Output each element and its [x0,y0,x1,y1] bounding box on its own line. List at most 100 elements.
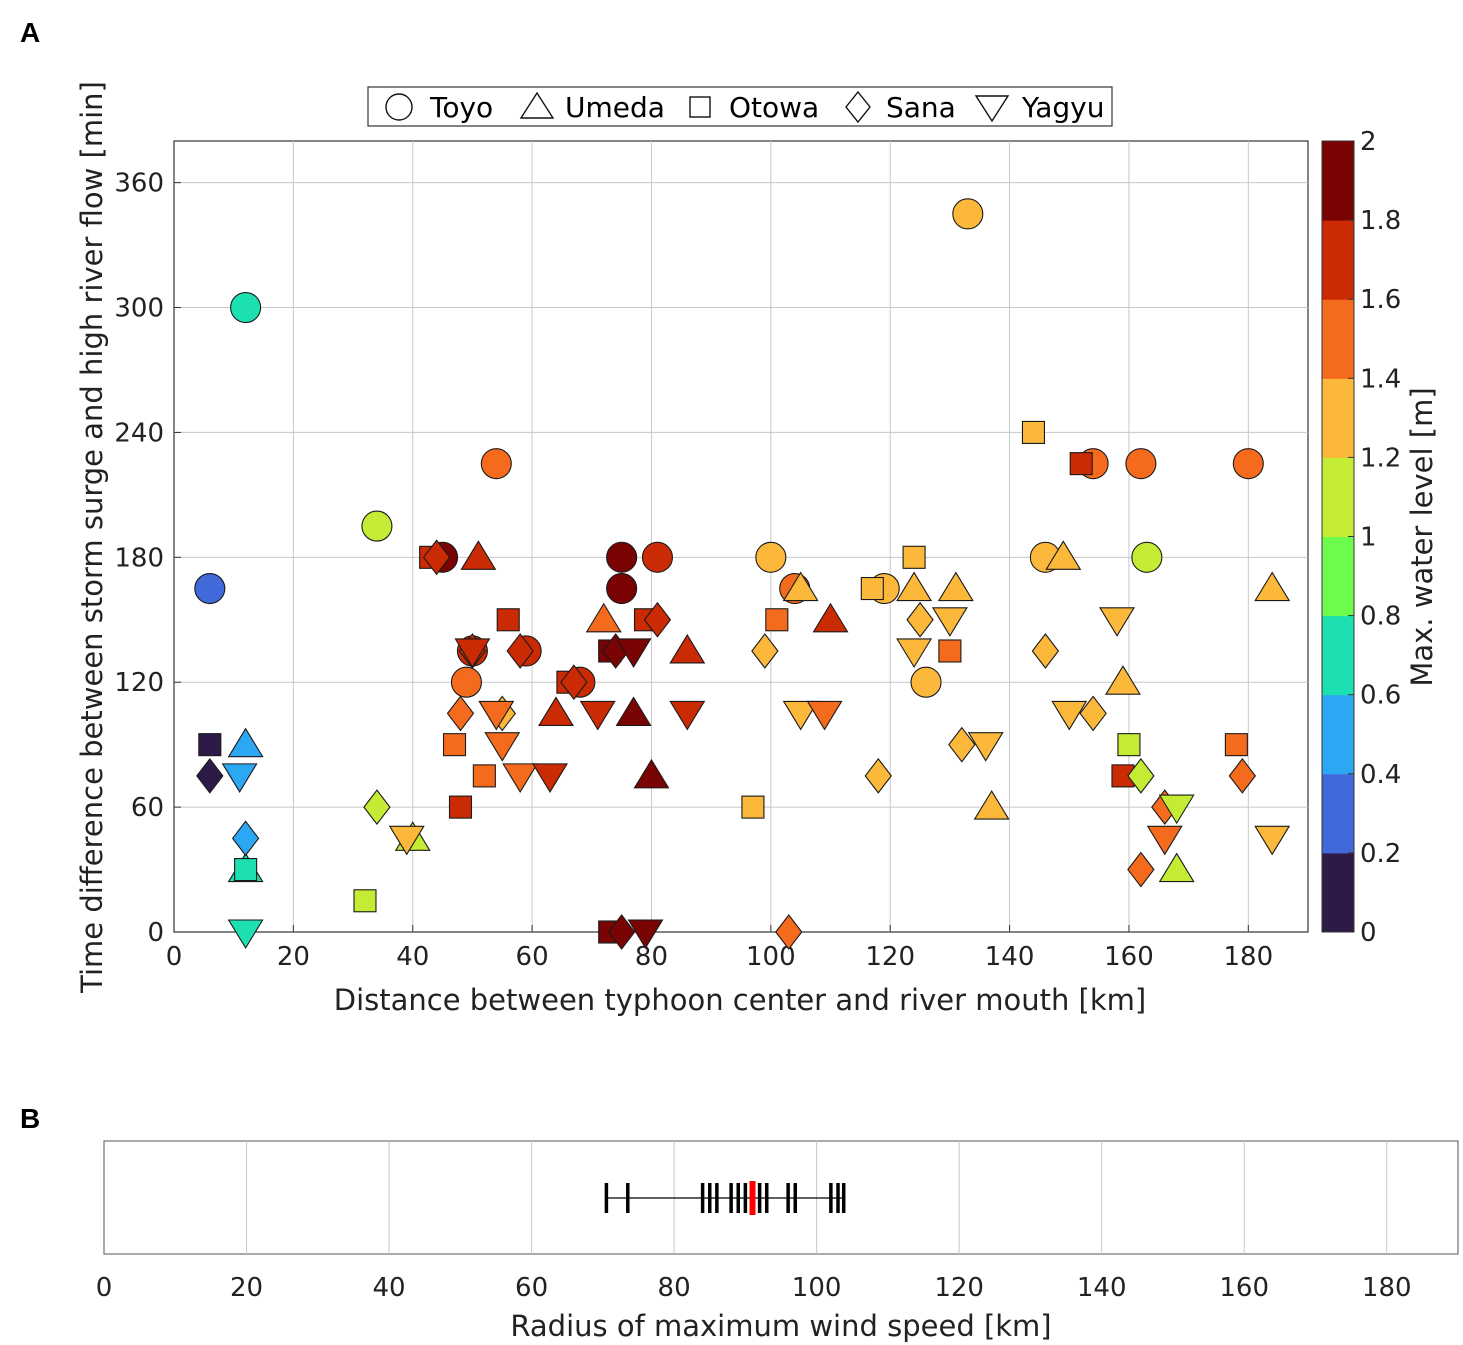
colorbar-swatch [1322,457,1354,537]
legend-item-sana: Sana [845,90,956,124]
point-otowa [1021,420,1046,444]
point-otowa [860,576,884,601]
colorbar-tick-label: 1 [1360,523,1377,553]
point-umeda [937,571,974,602]
x-tick-label: 160 [1104,942,1154,972]
x-tick-label-b: 160 [1219,1273,1269,1303]
y-tick-label: 0 [147,918,164,948]
colorbar-tick-label: 0 [1360,918,1377,948]
point-sana [643,601,672,638]
point-sana [1127,851,1155,888]
point-umeda [1158,852,1195,883]
point-sana [751,633,779,669]
point-otowa [1117,733,1141,757]
point-yagyu [502,763,539,793]
colorbar-swatch [1322,378,1354,458]
point-otowa [472,764,496,788]
x-ticks-a: 0 20 40 60 80 100 120 140 160 180 [166,925,1273,972]
point-toyo [755,541,787,573]
x-tick-label-b: 20 [230,1273,263,1303]
y-tick-label: 60 [131,793,164,823]
colorbar-swatch [1322,220,1354,300]
series-sana [196,539,1257,950]
point-sana [1031,633,1060,669]
colorbar-swatch [1322,141,1354,221]
point-sana [1127,757,1155,794]
y-tick-label: 300 [114,294,164,324]
x-tick-label-b: 80 [658,1273,691,1303]
point-toyo [230,291,262,324]
point-otowa [765,608,789,632]
point-otowa [938,639,962,663]
point-toyo [480,448,512,480]
point-otowa [741,795,765,819]
x-axis-label-a: Distance between typhoon center and rive… [334,983,1146,1017]
point-otowa [902,545,926,569]
point-otowa [1224,733,1248,757]
point-sana [775,914,803,950]
point-yagyu [484,732,521,762]
legend-diamond-icon [845,90,871,124]
point-sana [196,757,224,794]
point-yagyu [388,825,425,856]
x-tick-label-b: 180 [1362,1273,1412,1303]
x-tick-label: 180 [1223,942,1273,972]
colorbar-tick-label: 0.2 [1360,839,1401,869]
panel-b-strip: 0 20 40 60 80 100 120 140 160 180 Radius of maxim… [96,1140,1459,1343]
colorbar-swatch [1322,536,1354,617]
x-axis-label-b: Radius of maximum wind speed [km] [510,1309,1051,1343]
x-tick-label: 60 [516,942,549,972]
point-toyo [952,198,984,230]
point-yagyu [1254,825,1291,856]
panel-label-b: B [20,1103,40,1134]
point-otowa [496,608,520,632]
point-umeda [782,571,819,602]
series-otowa [198,420,1248,944]
colorbar-swatch [1322,773,1354,854]
point-umeda [633,758,670,789]
point-umeda [1105,665,1141,695]
x-tick-label: 40 [396,942,429,972]
series-yagyu [221,607,1291,950]
point-umeda [1254,571,1291,602]
point-otowa [198,733,222,757]
point-umeda [585,602,622,633]
point-yagyu [806,700,843,731]
colorbar-tick-label: 1.4 [1360,364,1401,394]
colorbar-tick-label: 1.8 [1360,206,1401,236]
point-umeda [460,540,497,570]
point-otowa [353,889,377,913]
point-sana [906,601,934,638]
colorbar: 0 0.2 0.4 0.6 0.8 1 1.2 1.4 1.6 1.8 2 Max. water l… [1321,127,1439,948]
point-toyo [361,510,393,542]
y-tick-label: 180 [114,543,164,573]
point-yagyu [532,763,568,793]
point-otowa [1069,452,1093,476]
colorbar-swatch [1322,694,1354,775]
point-toyo [606,572,638,605]
point-sana [1228,757,1257,794]
point-yagyu [1099,607,1135,637]
point-sana [506,633,534,669]
y-tick-label: 240 [114,418,164,448]
point-umeda [538,696,574,726]
point-sana [446,695,475,732]
radius-marks [604,1181,846,1215]
x-tick-label: 20 [277,942,310,972]
legend-item-otowa: Otowa [689,91,819,124]
legend-triangle-up-icon [519,91,555,119]
colorbar-swatch [1322,852,1354,933]
legend-item-umeda: Umeda [519,91,665,124]
point-yagyu [1146,825,1183,856]
point-yagyu [931,607,968,637]
point-otowa [234,858,258,882]
point-yagyu [896,638,933,669]
point-umeda [896,571,933,602]
point-yagyu [615,638,652,669]
point-yagyu [1051,700,1088,731]
legend-label: Sana [886,91,956,124]
point-toyo [1232,448,1264,480]
point-toyo [194,572,226,605]
scatter-points [194,198,1291,950]
